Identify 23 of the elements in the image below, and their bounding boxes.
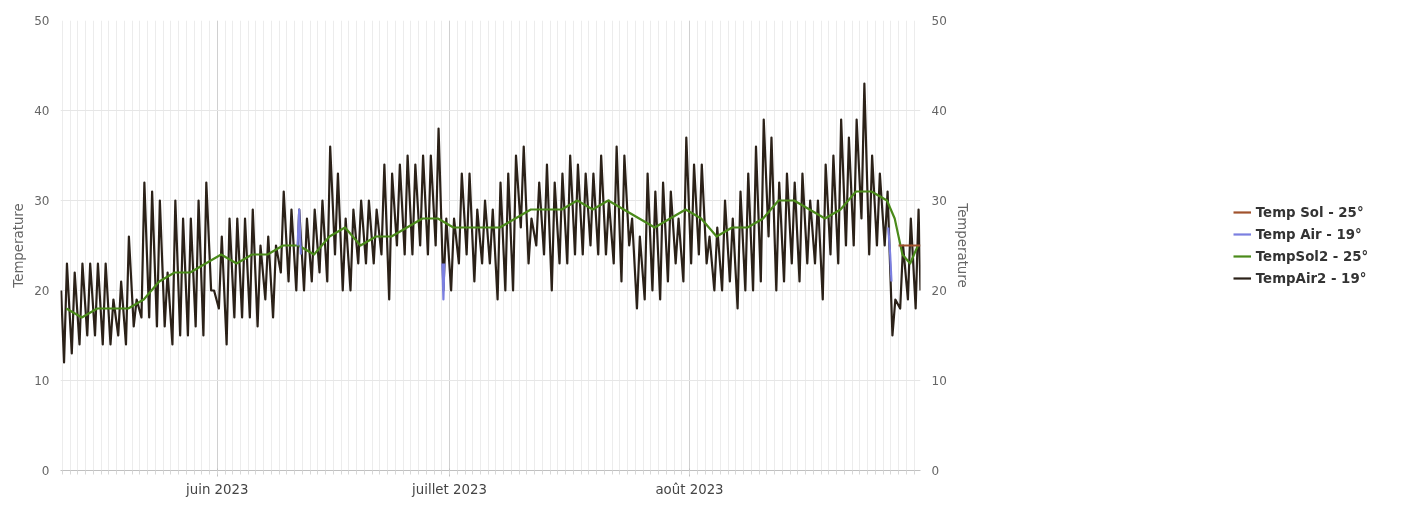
y-tick-label: 30 [34, 194, 50, 208]
legend-label: TempAir2 - 19° [1255, 270, 1367, 286]
y-tick-label: 20 [34, 284, 50, 298]
y2-tick-label: 10 [931, 374, 947, 388]
line-series [65, 190, 920, 319]
legend-label: TempSol2 - 25° [1255, 248, 1369, 264]
y2-tick-label: 0 [931, 464, 940, 478]
y2-tick-label: 30 [931, 194, 947, 208]
y2-tick-label: 40 [931, 104, 947, 118]
x-tick-label: août 2023 [655, 481, 724, 497]
y-tick-label: 10 [34, 374, 50, 388]
legend-label: Temp Air - 19° [1255, 226, 1362, 242]
y-tick-label: 0 [41, 464, 50, 478]
y-tick-label: 40 [34, 104, 50, 118]
x-tick-label: juin 2023 [185, 481, 249, 497]
x-tick-label: juillet 2023 [411, 481, 487, 497]
y2-axis-title: Temperature [954, 202, 970, 288]
y-tick-label: 50 [34, 14, 50, 28]
legend-label: Temp Sol - 25° [1255, 204, 1364, 220]
y2-tick-label: 20 [931, 284, 947, 298]
line-series [60, 82, 921, 364]
y-axis-title: Temperature [11, 203, 27, 289]
y2-tick-label: 50 [931, 14, 947, 28]
